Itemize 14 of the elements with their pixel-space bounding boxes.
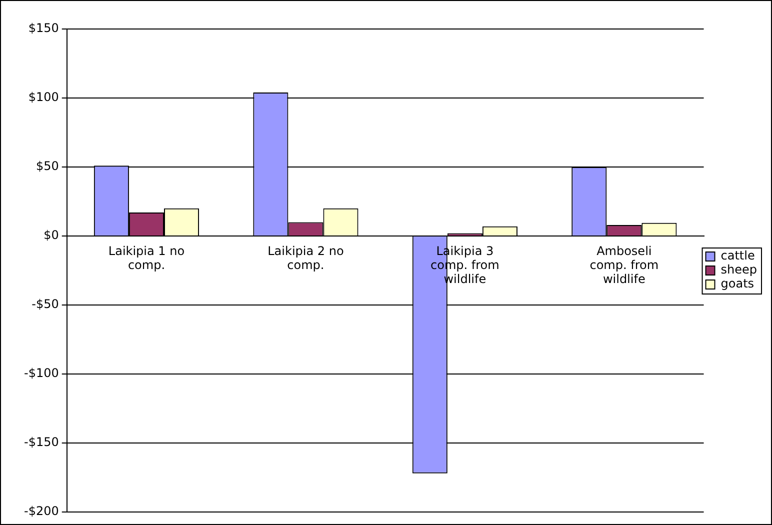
legend-label: sheep	[720, 262, 758, 277]
y-tick-label: $100	[28, 90, 59, 104]
x-tick-label: Laikipia 1 no comp.	[108, 244, 185, 272]
x-tick-label: Amboseli comp. from wildlife	[590, 244, 659, 286]
y-tick-label: $50	[36, 159, 59, 174]
y-tick-label: -$200	[24, 504, 59, 518]
legend-label: cattle	[720, 248, 755, 263]
x-tick-label: Laikipia 2 no comp.	[268, 244, 344, 272]
y-tick-label: $150	[28, 21, 59, 36]
y-tick-label: -$50	[32, 297, 59, 312]
legend-label: goats	[720, 276, 754, 291]
y-tick-label: -$100	[24, 366, 59, 380]
y-tick-label: -$150	[24, 435, 59, 450]
y-tick-label: $0	[44, 228, 59, 242]
